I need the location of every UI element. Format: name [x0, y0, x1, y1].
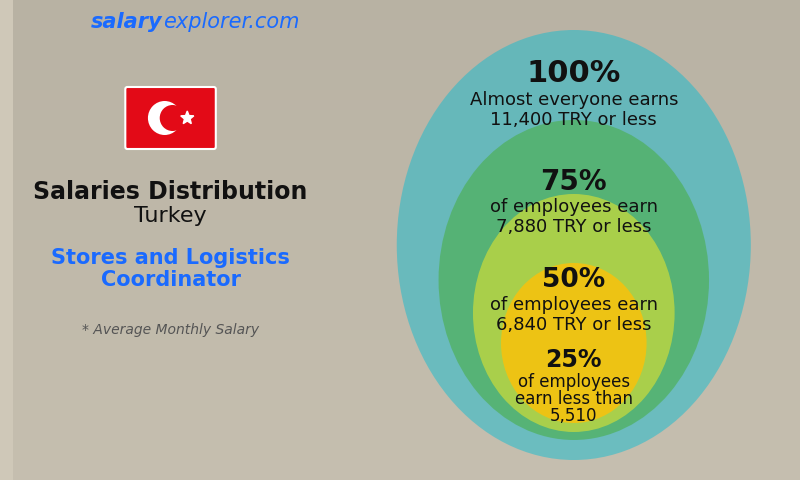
Circle shape [148, 101, 182, 135]
Text: of employees: of employees [518, 373, 630, 391]
Bar [13, 280, 800, 290]
Bar [13, 200, 800, 210]
Bar [13, 300, 800, 310]
Text: Salaries Distribution: Salaries Distribution [34, 180, 308, 204]
Bar [13, 180, 800, 190]
Ellipse shape [501, 263, 646, 423]
Bar [13, 410, 800, 420]
Polygon shape [181, 111, 194, 124]
Bar [13, 210, 800, 220]
Bar [13, 270, 800, 280]
Bar [13, 20, 800, 30]
Bar [13, 110, 800, 120]
Ellipse shape [397, 30, 751, 460]
Text: 7,880 TRY or less: 7,880 TRY or less [496, 218, 651, 236]
Bar [13, 170, 800, 180]
Text: of employees earn: of employees earn [490, 198, 658, 216]
FancyBboxPatch shape [126, 87, 216, 149]
Bar [13, 50, 800, 60]
Bar [13, 430, 800, 440]
Text: 11,400 TRY or less: 11,400 TRY or less [490, 111, 657, 129]
Bar [13, 340, 800, 350]
Bar [13, 240, 800, 250]
Bar [13, 60, 800, 70]
Text: 75%: 75% [541, 168, 607, 196]
Ellipse shape [438, 120, 709, 440]
Text: of employees earn: of employees earn [490, 296, 658, 314]
Ellipse shape [473, 194, 674, 432]
Text: 6,840 TRY or less: 6,840 TRY or less [496, 316, 651, 334]
Bar [13, 260, 800, 270]
Bar [13, 250, 800, 260]
Text: 25%: 25% [546, 348, 602, 372]
Bar [13, 130, 800, 140]
Text: * Average Monthly Salary: * Average Monthly Salary [82, 323, 259, 337]
Bar [13, 440, 800, 450]
Text: Almost everyone earns: Almost everyone earns [470, 91, 678, 109]
Bar [13, 330, 800, 340]
Text: Turkey: Turkey [134, 206, 207, 226]
Bar [13, 150, 800, 160]
Bar [13, 120, 800, 130]
Bar [13, 70, 800, 80]
Bar [13, 190, 800, 200]
Bar [13, 380, 800, 390]
Text: explorer.com: explorer.com [162, 12, 299, 32]
Bar [13, 360, 800, 370]
Bar [13, 220, 800, 230]
Bar [13, 100, 800, 110]
Text: 5,510: 5,510 [550, 407, 598, 425]
Circle shape [160, 105, 186, 131]
Bar [13, 450, 800, 460]
Text: 100%: 100% [526, 59, 621, 87]
Bar [13, 140, 800, 150]
Bar [13, 420, 800, 430]
Bar [13, 460, 800, 470]
Bar [13, 350, 800, 360]
Text: 50%: 50% [542, 267, 606, 293]
Bar [13, 400, 800, 410]
Bar [13, 30, 800, 40]
Text: Coordinator: Coordinator [101, 270, 241, 290]
Bar [13, 470, 800, 480]
Bar [13, 80, 800, 90]
Bar [13, 0, 800, 10]
Bar [13, 230, 800, 240]
Text: earn less than: earn less than [514, 390, 633, 408]
Bar [13, 160, 800, 170]
Bar [13, 310, 800, 320]
Bar [13, 40, 800, 50]
Text: salary: salary [91, 12, 162, 32]
Bar [13, 290, 800, 300]
Bar [13, 10, 800, 20]
Bar [13, 90, 800, 100]
Text: Stores and Logistics: Stores and Logistics [51, 248, 290, 268]
Bar [13, 390, 800, 400]
Bar [13, 320, 800, 330]
Bar [13, 370, 800, 380]
